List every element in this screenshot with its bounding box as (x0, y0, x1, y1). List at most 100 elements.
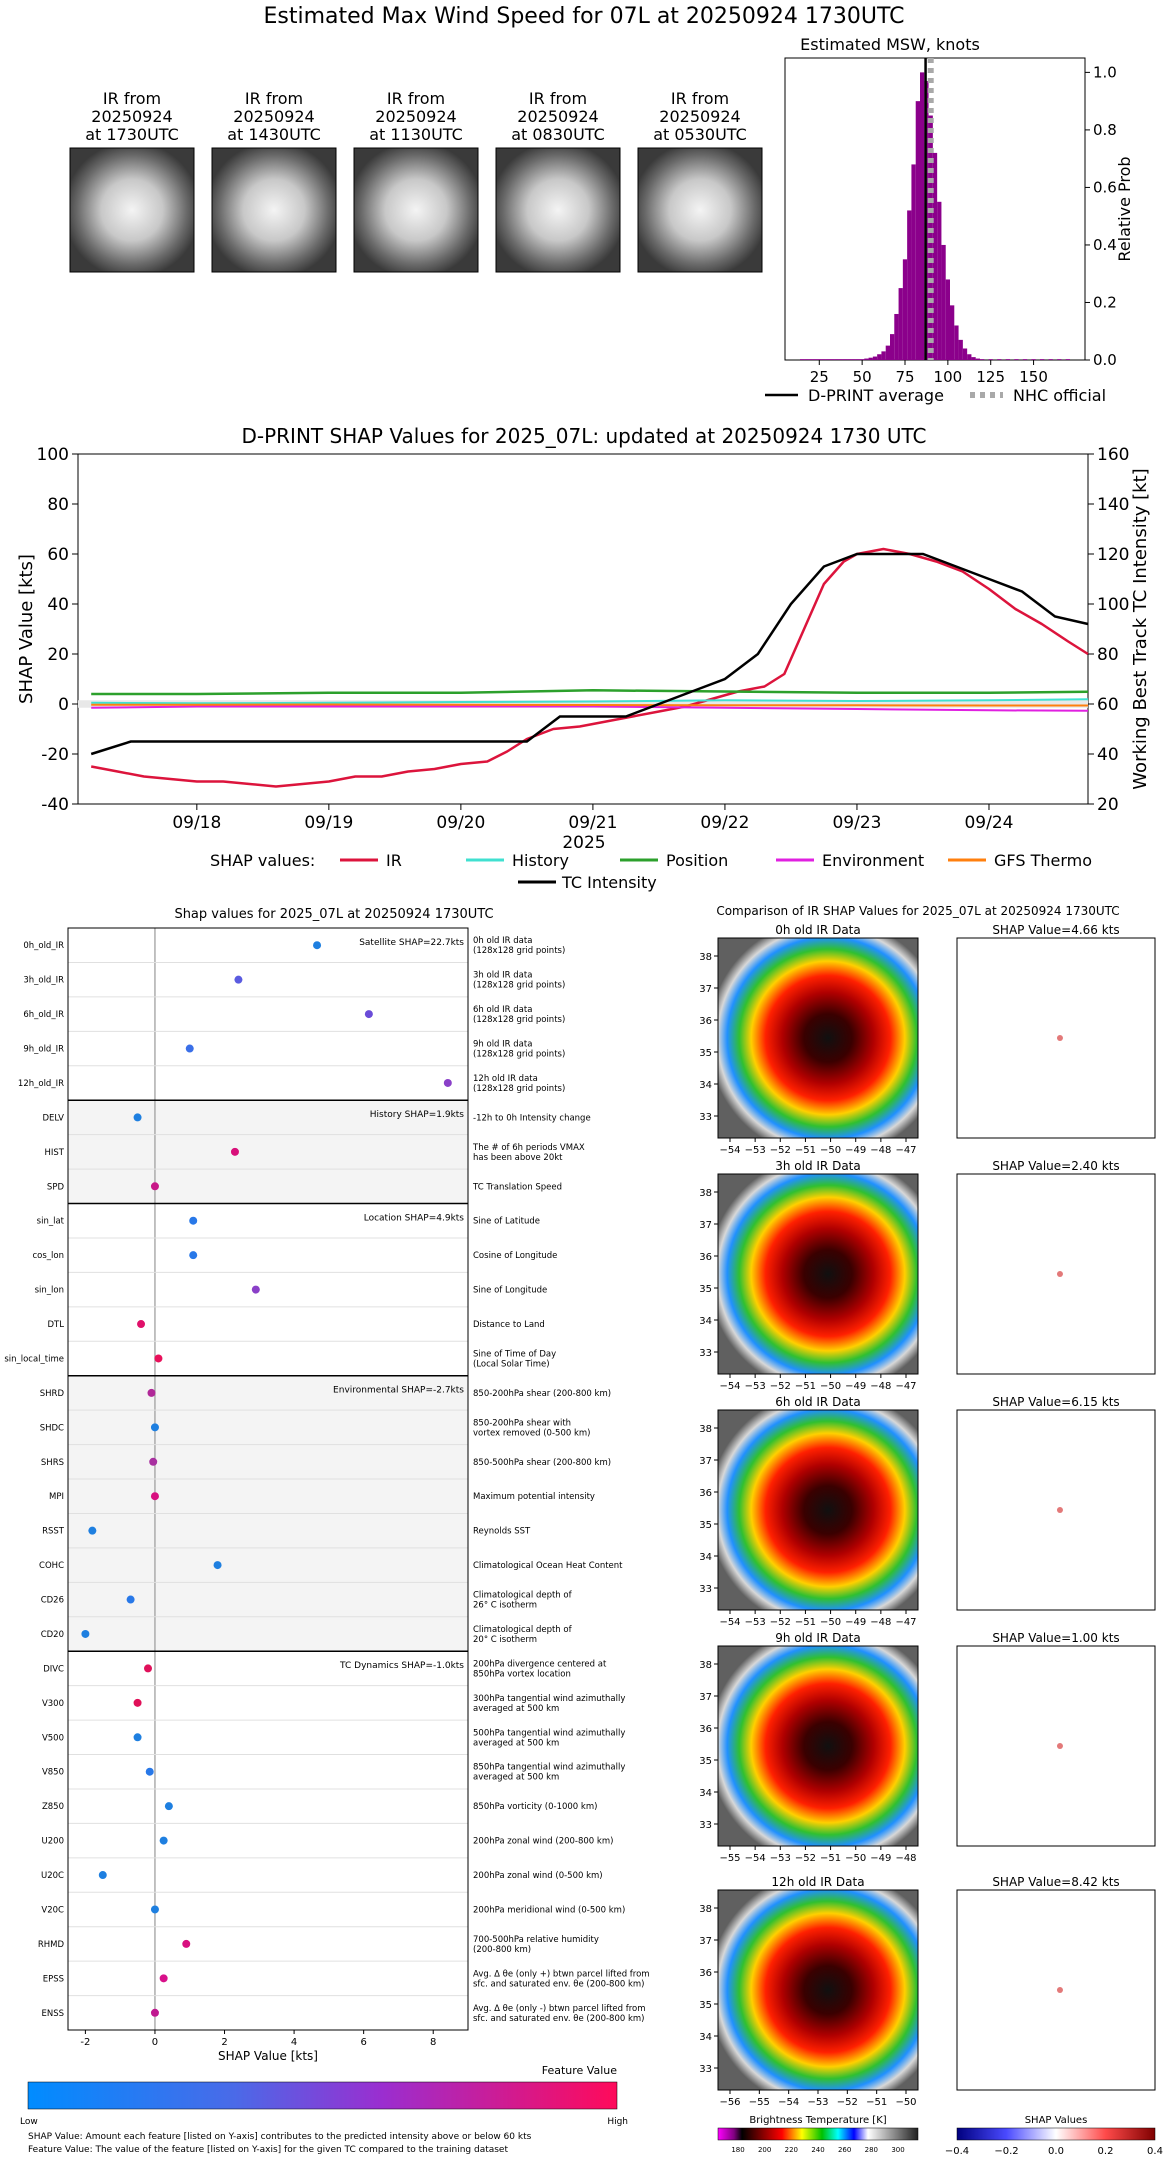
feature-point (164, 1802, 173, 1811)
histogram-bar (847, 359, 852, 360)
feature-description: (Local Solar Time) (473, 1359, 550, 1369)
shap-hotspot (1056, 1743, 1063, 1749)
histogram-x-tick: 75 (895, 368, 914, 386)
ir-comparison-panel: Comparison of IR SHAP Values for 2025_07… (699, 904, 1163, 2157)
ir-y-tick: 34 (699, 2032, 712, 2043)
timeseries-y-tick: -40 (41, 795, 69, 815)
shap-tick: −0.4 (945, 2146, 969, 2157)
feature-description: (200-800 km) (473, 1945, 531, 1955)
histogram-bar (962, 348, 968, 360)
feature-description: 850-200hPa shear with (473, 1418, 571, 1428)
feature-description: 200hPa meridional wind (0-500 km) (473, 1905, 625, 1915)
ir-x-tick: −55 (749, 2097, 770, 2108)
histogram-bar (800, 359, 805, 360)
histogram-y-tick: 1.0 (1093, 63, 1117, 81)
timeseries-y-tick: 60 (47, 545, 69, 565)
feature-name: 3h_old_IR (23, 976, 64, 986)
legend-label: TC Intensity (561, 873, 657, 892)
histogram-bar (988, 359, 993, 360)
feature-description: 300hPa tangential wind azimuthally (473, 1694, 625, 1704)
ir-x-tick: −55 (719, 1853, 740, 1864)
feature-description: The # of 6h periods VMAX (472, 1143, 585, 1153)
feature-x-ticks: -2 0 2 4 6 8 (80, 2030, 436, 2048)
histogram-bar (932, 152, 938, 360)
feature-name: 6h_old_IR (23, 1010, 64, 1020)
shap-colorbar-ticks: −0.4 −0.2 0.0 0.2 0.4 (945, 2146, 1163, 2157)
feature-x-tick: 0 (152, 2037, 158, 2048)
ir-y-tick: 35 (699, 1756, 712, 1767)
legend-nhc-label: NHC official (1013, 386, 1106, 405)
timeseries-x-ticks: 09/18 09/19 09/20 09/21 09/22 09/23 09/24 (172, 804, 1013, 833)
feature-x-label: SHAP Value [kts] (218, 2049, 318, 2063)
feature-shap-chart: Shap values for 2025_07L at 20250924 173… (4, 907, 649, 2155)
shap-tick: 0.0 (1048, 2146, 1064, 2157)
feature-description: Avg. Δ θe (only +) btwn parcel lifted fr… (473, 1969, 650, 1979)
feature-point (182, 1939, 191, 1948)
thumbnail-label-3: at 0830UTC (511, 125, 605, 144)
ir-x-tick: −48 (895, 1853, 916, 1864)
ir-x-tick: −49 (845, 1381, 866, 1392)
ir-x-tick: −56 (719, 2097, 740, 2108)
feature-name: V500 (42, 1733, 64, 1743)
shap-tick: 0.4 (1147, 2146, 1163, 2157)
timeseries-y2-tick: 60 (1097, 695, 1119, 715)
histogram-y-tick: 0.6 (1093, 178, 1117, 196)
histogram-bar (967, 354, 972, 360)
feature-point (251, 1285, 260, 1294)
bt-colorbar-title: Brightness Temperature [K] (749, 2115, 886, 2126)
histogram-x-tick: 50 (853, 368, 872, 386)
feature-point (145, 1767, 154, 1776)
ir-image (717, 1889, 919, 2091)
series-line-gfs-thermo (91, 703, 1088, 707)
histogram-bar (864, 358, 869, 360)
feature-name: cos_lon (32, 1251, 64, 1261)
ir-y-tick: 36 (699, 1488, 712, 1499)
ir-y-tick: 38 (699, 1188, 712, 1199)
feature-description: 20° C isotherm (473, 1635, 537, 1645)
timeseries-x-tick: 09/20 (436, 813, 485, 833)
timeseries-y2-tick: 20 (1097, 795, 1119, 815)
feature-description: averaged at 500 km (473, 1773, 559, 1783)
ir-x-tick: −51 (866, 2097, 887, 2108)
ir-y-tick: 38 (699, 1904, 712, 1915)
thumbnail-label-3: at 1430UTC (227, 125, 321, 144)
shap-colorbar (956, 2127, 1156, 2141)
shap-map (956, 1173, 1156, 1375)
feature-description: 12h old IR data (473, 1074, 538, 1084)
feature-description: sfc. and saturated env. θe (200-800 km) (473, 2014, 645, 2024)
shap-map-title: SHAP Value=2.40 kts (992, 1159, 1119, 1173)
histogram-x-tick: 125 (976, 368, 1005, 386)
feature-description: Sine of Longitude (473, 1286, 547, 1296)
feature-point (133, 1733, 142, 1742)
thumbnail-label-3: at 1130UTC (369, 125, 463, 144)
histogram-bar (928, 115, 933, 361)
shap-time-series: D-PRINT SHAP Values for 2025_07L: update… (16, 424, 1151, 892)
feature-name: DELV (42, 1113, 64, 1123)
histogram-bar (971, 357, 976, 360)
timeseries-x-tick: 09/19 (304, 813, 353, 833)
feature-group-title: Satellite SHAP=22.7kts (359, 938, 464, 948)
histogram-bar (890, 334, 895, 360)
histogram-bar (898, 288, 903, 360)
ir-thumbnail-image (637, 147, 763, 273)
ir-x-tick: −47 (895, 1145, 916, 1156)
histogram-bar (885, 345, 890, 360)
ir-y-tick: 35 (699, 1520, 712, 1531)
histogram-bar (980, 359, 985, 360)
feature-colorbar-high: High (607, 2117, 628, 2127)
bt-tick: 200 (758, 2146, 771, 2154)
bt-colorbar (717, 2127, 919, 2141)
histogram-y-tick: 0.0 (1093, 351, 1117, 369)
ir-rows: 0h old IR Data SHAP Value=4.66 kts 33 34 35 3… (699, 923, 1156, 2108)
feature-name: CD26 (41, 1596, 64, 1606)
ir-x-tick: −53 (770, 1853, 791, 1864)
feature-description: vortex removed (0-500 km) (473, 1428, 590, 1438)
shap-map (956, 1889, 1156, 2091)
feature-description: 0h old IR data (473, 936, 532, 946)
histogram-y-tick: 0.2 (1093, 293, 1117, 311)
feature-name: sin_lon (35, 1286, 64, 1296)
timeseries-y2-tick: 80 (1097, 645, 1119, 665)
legend-dprint-label: D-PRINT average (808, 386, 944, 405)
timeseries-y2-tick: 40 (1097, 745, 1119, 765)
